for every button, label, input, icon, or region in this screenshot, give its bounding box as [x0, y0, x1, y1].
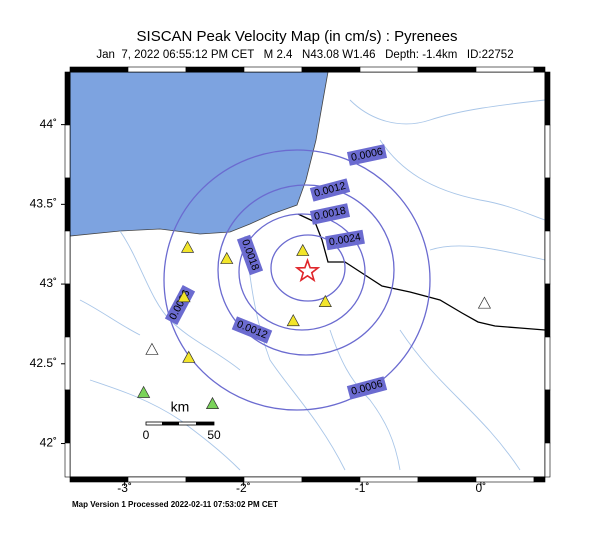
contour-line	[270, 234, 346, 302]
station	[205, 396, 220, 410]
contour-label-box	[236, 234, 264, 276]
contour-label-box	[309, 178, 351, 202]
frame-segment	[185, 66, 245, 73]
frame-segment	[64, 283, 71, 338]
map-title: SISCAN Peak Velocity Map (in cm/s) : Pyr…	[137, 28, 458, 45]
frame-segment	[243, 476, 303, 483]
contour-label-box	[325, 229, 365, 251]
station	[137, 385, 151, 398]
frame-segment	[544, 230, 551, 285]
station	[220, 251, 234, 264]
frame-segment	[64, 336, 71, 391]
y-tick-label: 43˚	[40, 276, 57, 290]
axes: -3˚ -2˚ -1˚ 0˚ 42˚ 42.5˚ 43˚ 43.5˚ 44˚	[30, 117, 487, 495]
x-tick-label: -3˚	[117, 481, 132, 495]
frame-segment	[64, 71, 71, 126]
frame-segment	[64, 389, 71, 444]
contour-label-box	[346, 144, 388, 166]
y-tick-label: 42.5˚	[30, 356, 57, 370]
frame-border	[64, 66, 551, 483]
frame-segment	[533, 476, 546, 483]
frame-segment	[64, 442, 71, 478]
frame-segment	[359, 66, 419, 73]
scale-unit: km	[171, 399, 190, 415]
frame-segment	[544, 177, 551, 232]
frame-segment	[417, 66, 477, 73]
frame-segment	[127, 66, 187, 73]
frame-segment	[69, 66, 129, 73]
contour-label: 0.0018	[309, 203, 351, 225]
y-tick-label: 43.5˚	[30, 197, 57, 211]
map-area: 0.00060.00060.00060.00120.00120.00180.00…	[64, 66, 551, 483]
epicenter	[294, 257, 321, 283]
frame-segment	[301, 66, 361, 73]
contour-line	[217, 184, 395, 356]
x-tick-label: -1˚	[355, 481, 370, 495]
station	[477, 296, 492, 309]
station	[286, 314, 300, 327]
map-subtitle: Jan 7, 2022 06:55:12 PM CET M 2.4 N43.08…	[96, 49, 513, 61]
y-tick-label: 44˚	[40, 117, 57, 131]
frame-segment	[544, 283, 551, 338]
border	[297, 213, 546, 331]
frame-segment	[475, 66, 535, 73]
contour-label-box	[309, 203, 351, 225]
frame-segment	[64, 177, 71, 232]
footer: Map Version 1 Processed 2022-02-11 07:53…	[72, 500, 278, 509]
station	[182, 350, 196, 363]
scale-start: 0	[143, 428, 150, 442]
frame-segment	[417, 476, 477, 483]
station	[318, 294, 332, 307]
y-tick-label: 42˚	[40, 436, 57, 450]
contour-line	[163, 149, 431, 411]
stations	[137, 240, 492, 410]
x-tick-label: 0˚	[476, 481, 487, 495]
contour-label: 0.0024	[325, 229, 365, 251]
station	[177, 290, 191, 303]
station	[180, 240, 195, 253]
frame-segment	[544, 389, 551, 444]
frame-segment	[127, 476, 187, 483]
contour-label-text: 0.0024	[328, 231, 362, 248]
contour-label-box	[346, 376, 388, 400]
scale-bar: km 0 50	[143, 399, 221, 442]
x-tick-label: -2˚	[236, 481, 251, 495]
frame-segment	[544, 71, 551, 126]
frame-segment	[544, 336, 551, 391]
frame-segment	[544, 442, 551, 478]
contour-label: 0.0006	[346, 144, 388, 166]
frame-segment	[301, 476, 361, 483]
frame-segment	[544, 124, 551, 179]
scale-end: 50	[207, 428, 221, 442]
frame-segment	[533, 66, 546, 73]
station	[145, 342, 159, 355]
frame-segment	[64, 230, 71, 285]
frame-segment	[243, 66, 303, 73]
contour-label-box	[231, 316, 273, 344]
contour-line	[238, 213, 366, 331]
station	[296, 243, 310, 256]
contour-label-box	[164, 284, 196, 326]
frame-segment	[64, 124, 71, 179]
